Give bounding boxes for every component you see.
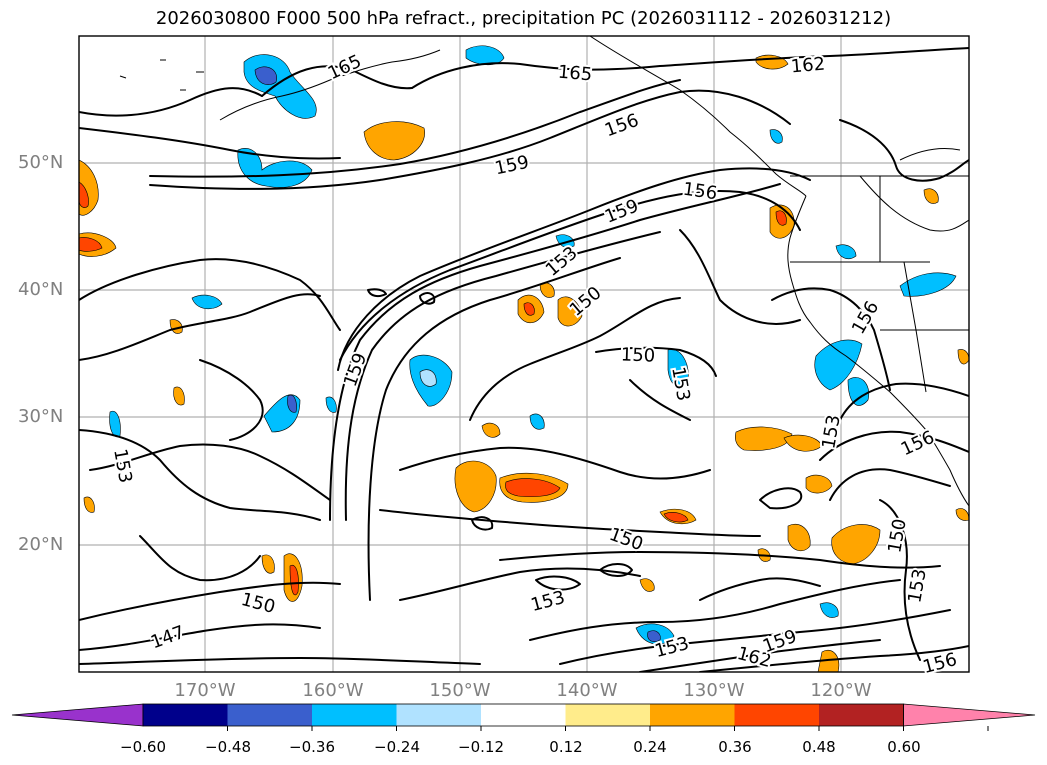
map-frame — [78, 35, 970, 673]
contour-label: 153 — [109, 447, 136, 484]
contour-label: 150 — [606, 524, 645, 555]
map-area — [79, 36, 969, 672]
colorbar-tick-label: 0.12 — [549, 738, 583, 756]
lat-label-30n: 30°N — [18, 406, 64, 427]
colorbar-tick-label: −0.60 — [120, 738, 166, 756]
colorbar-segment — [396, 704, 482, 726]
lon-label-140w: 140°W — [556, 680, 618, 701]
colorbar-tick-label: −0.36 — [289, 738, 335, 756]
colorbar-segment — [734, 704, 820, 726]
colorbar-tick-label: 0.36 — [718, 738, 752, 756]
colorbar-tick-label: −0.12 — [458, 738, 504, 756]
colorbar-segment — [227, 704, 313, 726]
contour-label: 156 — [682, 179, 719, 205]
colorbar-tick-label: −0.48 — [205, 738, 251, 756]
coastlines — [119, 36, 969, 507]
contour-label: 159 — [760, 626, 799, 657]
colorbar-tick-label: 0.24 — [633, 738, 667, 756]
colorbar-tick-label: −0.24 — [374, 738, 420, 756]
colorbar-extend-right — [903, 703, 1036, 727]
colorbar-segment — [143, 704, 228, 726]
contour-label: 159 — [340, 350, 371, 389]
lat-label-20n: 20°N — [18, 534, 64, 555]
lon-label-150w: 150°W — [429, 680, 491, 701]
colorbar-segment — [312, 704, 397, 726]
colorbar-frame — [142, 703, 904, 727]
gridlines — [79, 36, 969, 672]
lat-label-40n: 40°N — [18, 279, 64, 300]
contour-label: 147 — [148, 622, 187, 653]
lon-label-170w: 170°W — [174, 680, 236, 701]
contour-label: 153 — [904, 567, 931, 604]
precip-patches-negative — [109, 45, 957, 645]
colorbar-segment — [819, 704, 904, 726]
lon-label-120w: 120°W — [810, 680, 872, 701]
contour-label: 165 — [325, 51, 365, 85]
contour-label: 150 — [884, 517, 911, 554]
contour-label: 150 — [620, 344, 655, 366]
contour-label: 150 — [239, 589, 278, 618]
contour-label: 153 — [667, 365, 694, 402]
contour-label: 162 — [790, 54, 826, 78]
colorbar — [11, 703, 1036, 731]
contour-label: 153 — [529, 587, 568, 616]
colorbar-tick-label: 0.60 — [887, 738, 921, 756]
colorbar-segment — [565, 704, 651, 726]
colorbar-extend-left — [11, 703, 144, 727]
colorbar-segment — [650, 704, 735, 726]
contour-label: 159 — [602, 195, 642, 227]
contour-label: 165 — [557, 62, 593, 86]
refractivity-contours — [79, 47, 969, 672]
lat-label-50n: 50°N — [18, 152, 64, 173]
lon-label-130w: 130°W — [683, 680, 745, 701]
lon-label-160w: 160°W — [302, 680, 364, 701]
colorbar-segment — [481, 704, 566, 726]
colorbar-tick-label: 0.48 — [802, 738, 836, 756]
precip-patches-positive — [79, 54, 969, 672]
map-title: 2026030800 F000 500 hPa refract., precip… — [155, 8, 892, 29]
